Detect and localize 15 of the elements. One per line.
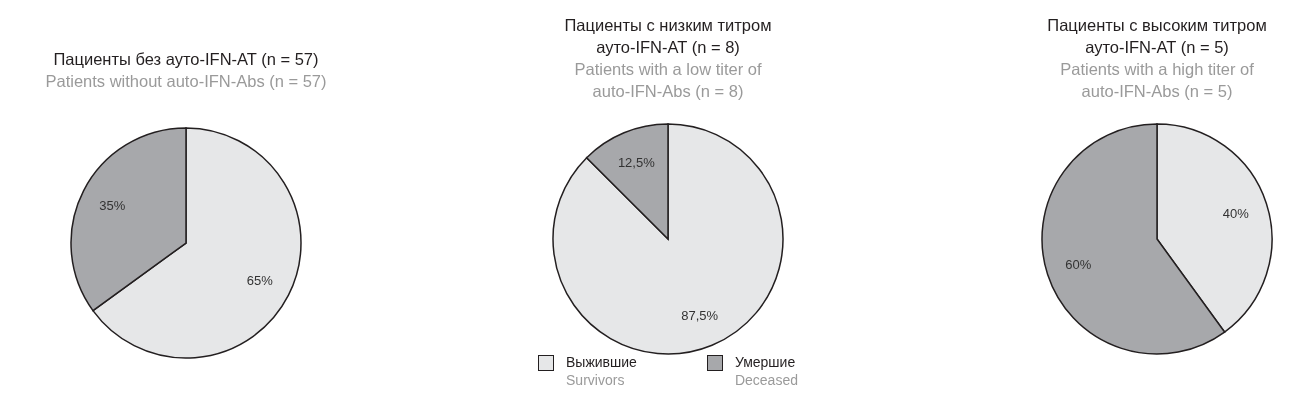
chart-subtitle: Patients without auto-IFN-Abs (n = 57) — [44, 71, 328, 92]
chart-title: Пациенты с низким титром ауто-IFN-AT (n = 8) — [563, 15, 773, 58]
pie-slice — [552, 123, 784, 355]
data-label: 40% — [1222, 205, 1250, 221]
data-label: 87,5% — [681, 308, 719, 323]
data-label: 60% — [1065, 257, 1092, 273]
chart-title: Пациенты с высоким титром ауто-IFN-AT (n = 5) — [1046, 15, 1268, 58]
legend-label: Умершие Deceased — [734, 353, 798, 389]
data-label: 65% — [246, 273, 274, 289]
chart-title: Пациенты без ауто-IFN-AT (n = 57) — [52, 49, 320, 70]
data-label: 12,5% — [617, 155, 656, 170]
legend-label: Выжившие Survivors — [566, 353, 637, 389]
chart-subtitle: Patients with a low titer of auto-IFN-Abs (n = 8) — [573, 59, 763, 102]
chart-subtitle: Patients with a high titer of auto-IFN-Abs (n = 5) — [1059, 59, 1255, 102]
data-label: 35% — [99, 197, 126, 213]
